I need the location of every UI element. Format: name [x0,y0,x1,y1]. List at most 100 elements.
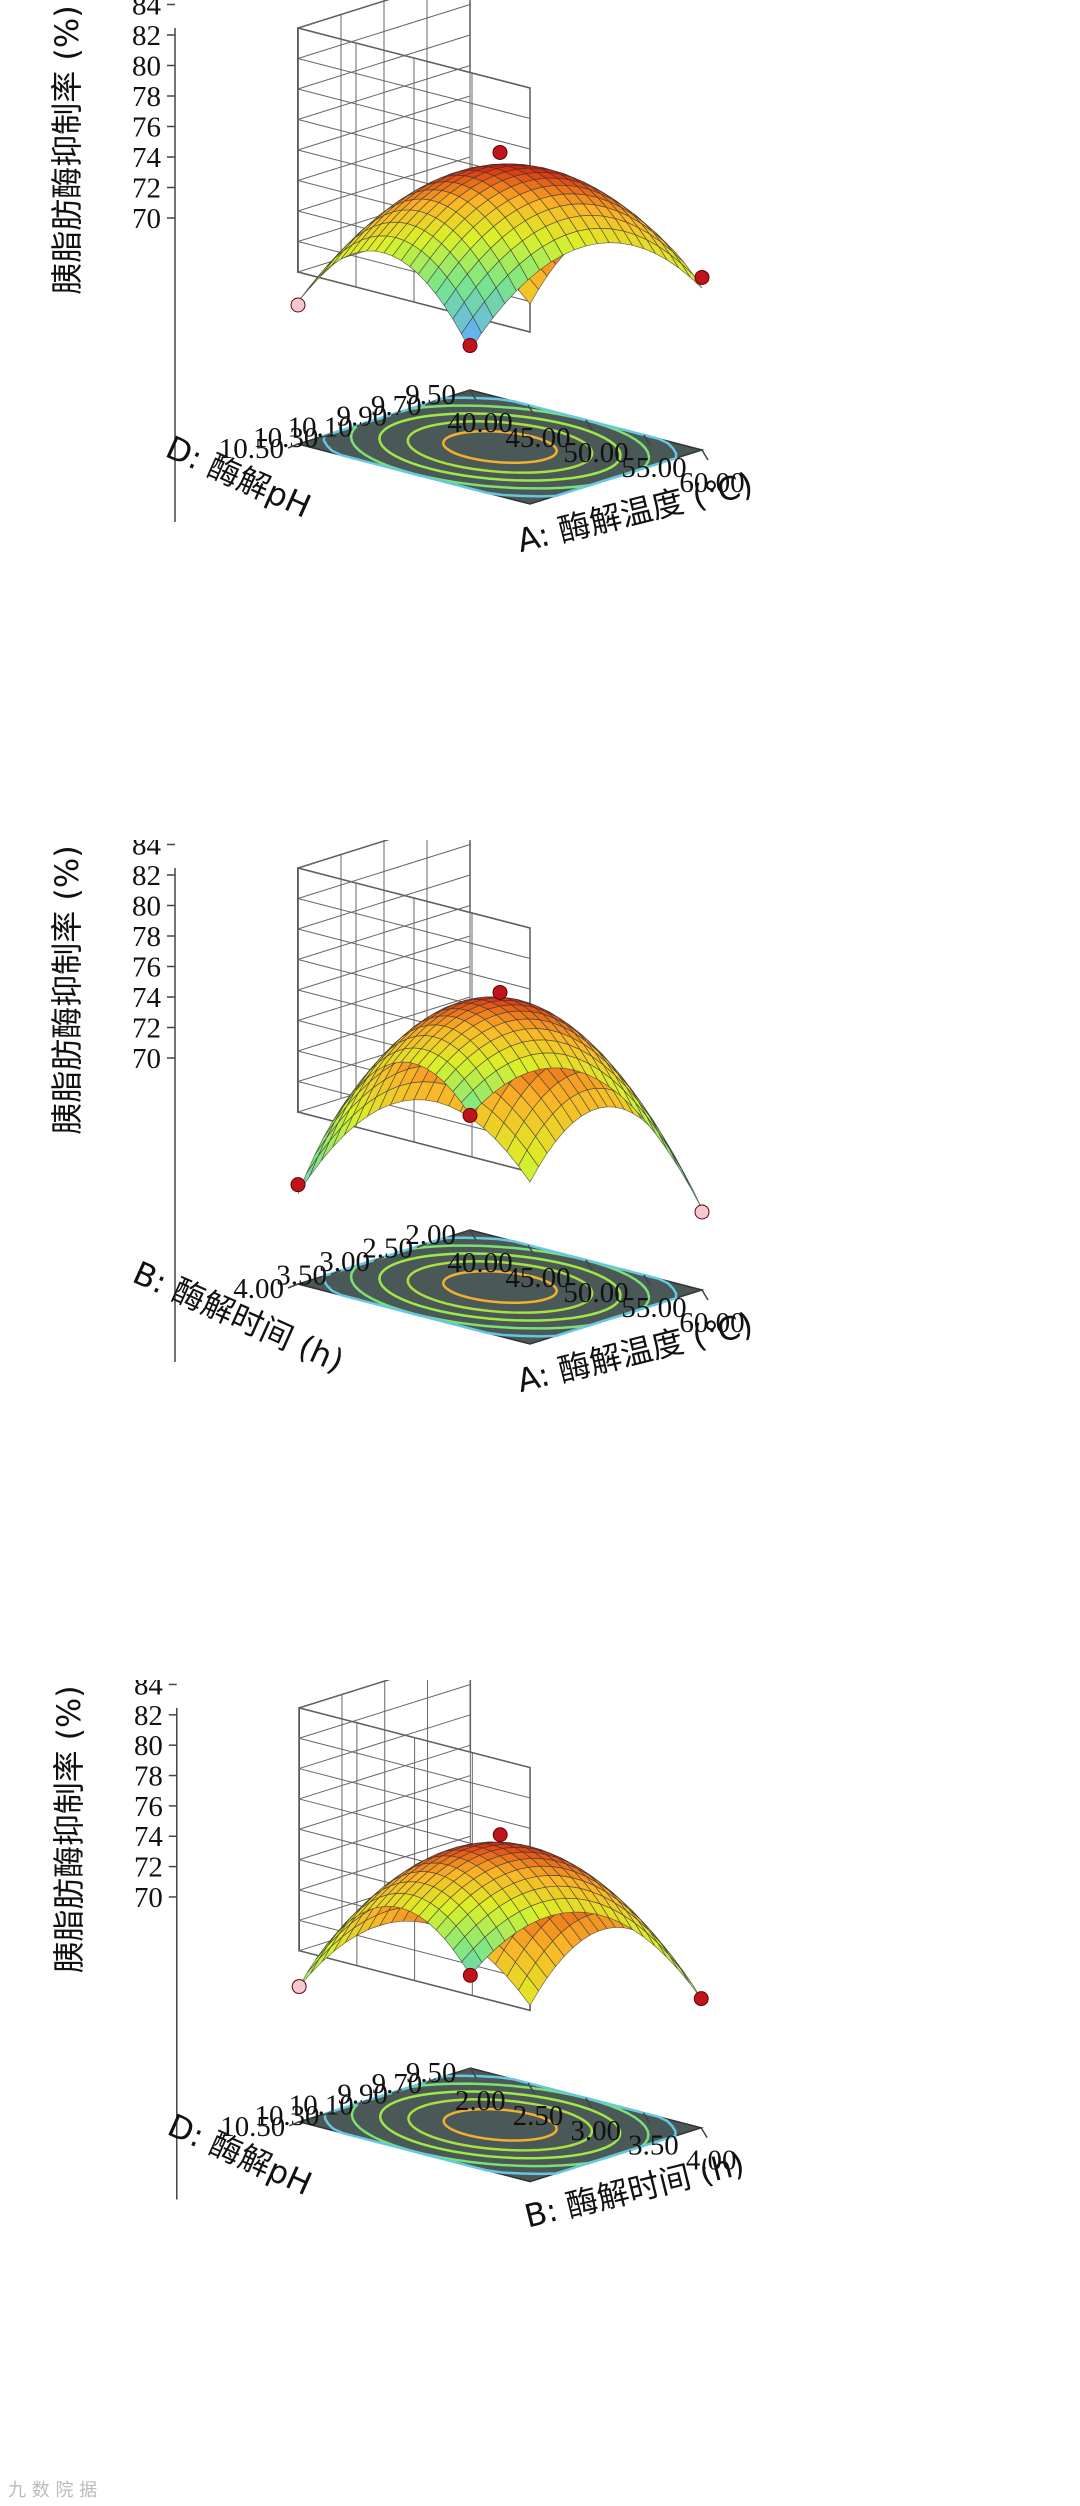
contour-line [378,2090,622,2160]
z-tick-label: 74 [132,142,162,174]
x-tick-label: 60.00 [679,467,744,499]
contour-line [322,396,678,498]
x-tick-label: 55.00 [621,452,686,484]
z-tick-label: 82 [132,20,161,52]
x-tick-label: 4.00 [686,2145,737,2177]
surface-mesh [297,996,703,1210]
z-tick-label: 70 [132,1043,161,1075]
surface-cell [669,1955,690,1984]
y-tick-label: 4.00 [233,1273,284,1305]
design-point [462,338,478,354]
contour-line [323,2074,677,2176]
z-axis: 707274767880828486 [134,1680,178,2200]
design-point [462,1107,478,1123]
z-tick-label: 80 [132,51,161,83]
z-tick-label: 70 [134,1882,163,1914]
x-tick-label: 3.00 [570,2115,621,2147]
surface-svg-1: 707274767880828486胰脂肪酶抑制率 (%)40.0045.005… [48,0,757,560]
x-tick-label: 50.00 [563,437,628,469]
z-tick-label: 78 [134,1760,163,1792]
design-point [694,269,710,285]
y-tick-label: 10.50 [219,433,284,465]
y-tick-label: 9.70 [372,2068,423,2100]
x-tick-label: 45.00 [505,1262,570,1294]
surface-mesh [298,1841,702,2006]
y-axis: 2.002.503.003.504.00 [233,1219,471,1305]
design-point [290,297,306,313]
watermark: 九 数 院 据 [8,2480,98,2501]
z-axis-title: 胰脂肪酶抑制率 (%) [50,1685,88,1973]
z-tick-label: 76 [132,112,161,144]
contour-line [407,2098,594,2152]
y-tick-label: 9.50 [406,2057,457,2089]
z-tick-label: 78 [132,921,161,953]
y-tick-label: 2.50 [362,1233,413,1265]
z-axis-title: 胰脂肪酶抑制率 (%) [48,845,86,1135]
contour-line [378,412,622,482]
design-point [492,1827,508,1843]
x-tick-label: 50.00 [563,1277,628,1309]
x-tick-label: 2.00 [455,2085,506,2117]
surface-chart-3: 707274767880828486 胰脂肪酶抑制率 (%) 2.002.503.0… [0,1680,1080,2506]
surface-chart-1: 707274767880828486胰脂肪酶抑制率 (%)40.0045.005… [0,0,1080,830]
floor-plane [296,2067,704,2183]
design-point [492,984,508,1000]
y-tick-label: 10.50 [220,2111,285,2143]
z-axis: 707274767880828486 [132,840,176,1362]
x-tick-label: 3.50 [628,2130,679,2162]
surface-cell [657,1943,679,1970]
contour-line [378,1252,622,1322]
x-tick-label: 55.00 [621,1292,686,1324]
surface-cell [635,1102,656,1134]
y-tick-label: 9.90 [336,401,387,433]
z-tick-label: 82 [132,860,161,892]
z-tick-label: 76 [134,1791,163,1823]
z-tick-label: 76 [132,952,161,984]
y-tick-label: 10.30 [253,422,318,454]
y-tick-label: 3.00 [319,1246,370,1278]
z-tick-label: 84 [132,840,162,862]
y-tick-label: 3.50 [276,1260,327,1292]
surface-svg-2: 707274767880828486胰脂肪酶抑制率 (%)40.0045.005… [48,840,757,1400]
z-tick-label: 78 [132,81,161,113]
x-axis: 2.00 2.50 3.00 3.50 4.00 [455,2067,737,2177]
contour-line [442,2107,558,2142]
design-point [462,1967,478,1983]
design-point [290,1177,306,1193]
y-tick-label: 2.00 [405,1219,456,1251]
design-point [492,144,508,160]
contour-line [406,1260,594,1314]
surface-cell [681,1169,703,1210]
z-tick-label: 72 [132,1013,161,1045]
y-tick-label: 9.50 [405,379,456,411]
x-tick-label: 45.00 [505,422,570,454]
contour-line [406,420,594,474]
z-tick-label: 84 [132,0,162,22]
z-tick-label: 74 [134,1821,163,1853]
design-point [694,1204,710,1220]
contour-line [441,429,559,465]
x-tick-label: 2.50 [513,2100,564,2132]
surface-cell [646,1932,667,1958]
design-point [693,1991,709,2007]
z-axis: 707274767880828486 [132,0,176,522]
design-point [291,1979,307,1995]
surface-mesh [297,163,703,351]
x-tick-label: 40.00 [447,407,512,439]
z-tick-label: 80 [132,891,161,923]
floor-plane [295,1229,705,1345]
y-tick-label: 10.10 [288,411,353,443]
surface-svg-3: 707274767880828486 胰脂肪酶抑制率 (%) 2.002.503.0… [50,1680,748,2235]
y-tick-label: 9.90 [337,2079,388,2111]
x-tick-label: 40.00 [447,1247,512,1279]
surface-chart-2: 707274767880828486胰脂肪酶抑制率 (%)40.0045.005… [0,840,1080,1670]
surface-cell [646,1116,668,1151]
z-axis-title: 胰脂肪酶抑制率 (%) [48,5,86,295]
z-tick-label: 84 [134,1680,163,1701]
z-tick-label: 74 [132,982,162,1014]
x-tick-label: 60.00 [679,1307,744,1339]
y-tick-label: 10.30 [255,2100,320,2132]
